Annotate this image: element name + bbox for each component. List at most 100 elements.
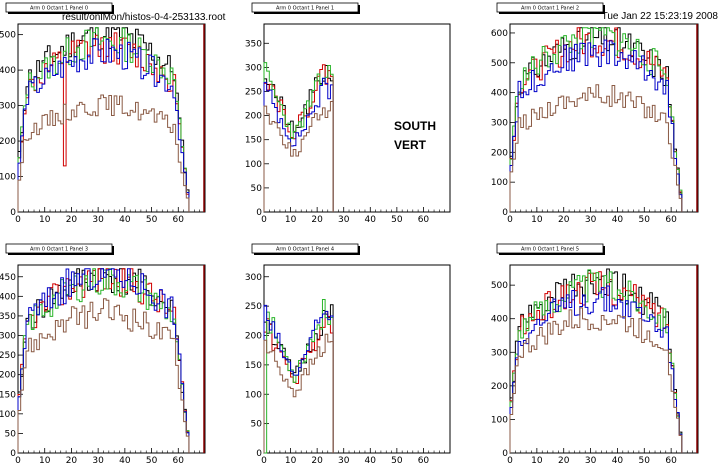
plot-frame bbox=[263, 264, 451, 454]
y-tick-label: 300 bbox=[0, 332, 16, 342]
x-tick-label: 20 bbox=[558, 215, 570, 225]
y-tick-label: 0 bbox=[256, 449, 262, 459]
histogram-series-brown bbox=[509, 307, 683, 453]
y-tick-label: 500 bbox=[491, 281, 508, 291]
title-box-frame bbox=[496, 243, 604, 254]
y-tick-label: 200 bbox=[491, 148, 508, 158]
histogram-series-blue bbox=[263, 77, 334, 212]
plot-frame bbox=[17, 264, 206, 454]
file-path-header: result/onlMon/histos-0-4-253133.root bbox=[62, 12, 226, 23]
title-box-frame bbox=[251, 2, 359, 13]
histogram-series-blue bbox=[509, 39, 683, 212]
x-tick-label: 60 bbox=[665, 215, 677, 225]
histogram-series-brown bbox=[263, 333, 334, 453]
x-tick-label: 60 bbox=[173, 456, 185, 464]
x-tick-label: 10 bbox=[285, 215, 297, 225]
histogram-panel: Arm 0 Octant 1 Panel 3 0 10 20 30 40 50 60 0 50 10… bbox=[0, 243, 206, 464]
y-tick-label: 50 bbox=[251, 420, 263, 430]
y-tick-label: 0 bbox=[10, 449, 16, 459]
y-tick-label: 350 bbox=[245, 39, 262, 49]
title-box-frame bbox=[5, 2, 113, 13]
y-tick-label: 100 bbox=[0, 410, 16, 420]
y-tick-label: 500 bbox=[491, 59, 508, 69]
histogram-pads: Arm 0 Octant 1 Panel 00 10 20 30 40 50 6001002… bbox=[0, 2, 699, 464]
x-tick-label: 0 bbox=[507, 215, 513, 225]
histogram-series-green bbox=[509, 27, 683, 212]
histogram-panel: Arm 0 Octant 1 Panel 1 0 10 20 30 40 50 60 0 50 10… bbox=[245, 2, 451, 225]
x-tick-label: 40 bbox=[612, 215, 624, 225]
panel-title-box: Arm 0 Octant 1 Panel 0 bbox=[5, 2, 114, 14]
title-box-frame bbox=[251, 243, 359, 254]
y-tick-label: 300 bbox=[491, 118, 508, 128]
y-tick-label: 200 bbox=[245, 112, 262, 122]
y-tick-label: 350 bbox=[0, 312, 16, 322]
histogram-series-green bbox=[17, 27, 190, 212]
histogram-panel: Arm 0 Octant 1 Panel 4 0 10 20 30 40 50 60 0 50 10… bbox=[245, 243, 451, 464]
y-tick-label: 250 bbox=[245, 302, 262, 312]
x-tick-label: 60 bbox=[418, 456, 430, 464]
y-tick-label: 50 bbox=[251, 184, 263, 194]
x-tick-label: 0 bbox=[15, 215, 21, 225]
panel-title: Arm 0 Octant 1 Panel 1 bbox=[276, 5, 334, 11]
panel-title: Arm 0 Octant 1 Panel 2 bbox=[521, 5, 579, 11]
histogram-panel: Arm 0 Octant 1 Panel 5 0 10 20 30 40 50 60 0 100 2… bbox=[491, 243, 699, 464]
y-tick-label: 0 bbox=[502, 449, 508, 459]
panel-title-box: Arm 0 Octant 1 Panel 3 bbox=[5, 243, 114, 255]
side-label: SOUTH bbox=[394, 119, 436, 133]
histogram-series-blue bbox=[17, 268, 190, 453]
y-tick-label: 200 bbox=[0, 371, 16, 381]
y-tick-label: 400 bbox=[0, 292, 16, 302]
plot-frame bbox=[509, 23, 699, 213]
y-tick-label: 100 bbox=[491, 415, 508, 425]
y-tick-label: 100 bbox=[0, 173, 16, 183]
x-tick-label: 60 bbox=[665, 456, 677, 464]
histogram-series-brown bbox=[263, 101, 334, 212]
y-tick-label: 150 bbox=[245, 361, 262, 371]
x-tick-label: 30 bbox=[585, 456, 597, 464]
panel-title-box: Arm 0 Octant 1 Panel 4 bbox=[251, 243, 360, 255]
y-tick-label: 0 bbox=[10, 208, 16, 218]
histogram-series-red bbox=[17, 32, 190, 212]
plot-frame bbox=[263, 23, 451, 213]
x-tick-label: 20 bbox=[66, 456, 78, 464]
histogram-series-brown bbox=[17, 94, 190, 212]
y-tick-label: 450 bbox=[0, 273, 16, 283]
histogram-series-brown bbox=[509, 84, 683, 212]
x-tick-label: 30 bbox=[338, 456, 350, 464]
histogram-series-black bbox=[509, 268, 683, 453]
x-tick-label: 40 bbox=[119, 456, 131, 464]
x-tick-label: 20 bbox=[311, 456, 323, 464]
x-tick-label: 10 bbox=[39, 215, 51, 225]
x-tick-label: 20 bbox=[558, 456, 570, 464]
timestamp: Tue Jan 22 15:23:19 2008 bbox=[602, 11, 719, 22]
histogram-series-blue bbox=[17, 38, 190, 212]
y-tick-label: 200 bbox=[491, 382, 508, 392]
histogram-series-red bbox=[17, 268, 190, 453]
x-tick-label: 50 bbox=[391, 215, 403, 225]
y-tick-label: 50 bbox=[5, 429, 17, 439]
x-tick-label: 10 bbox=[39, 456, 51, 464]
plot-frame bbox=[509, 264, 699, 454]
x-tick-label: 30 bbox=[585, 215, 597, 225]
y-tick-label: 250 bbox=[0, 351, 16, 361]
x-tick-label: 50 bbox=[146, 215, 158, 225]
histogram-series-brown bbox=[17, 298, 190, 453]
title-box-frame bbox=[5, 243, 113, 254]
y-tick-label: 300 bbox=[245, 63, 262, 73]
x-tick-label: 0 bbox=[507, 456, 513, 464]
y-tick-label: 300 bbox=[245, 273, 262, 283]
x-tick-label: 50 bbox=[391, 456, 403, 464]
y-tick-label: 150 bbox=[245, 136, 262, 146]
x-tick-label: 10 bbox=[531, 215, 543, 225]
x-tick-label: 20 bbox=[66, 215, 78, 225]
histogram-series-red bbox=[509, 271, 683, 453]
histogram-series-blue bbox=[509, 285, 683, 453]
y-tick-label: 400 bbox=[491, 315, 508, 325]
x-tick-label: 0 bbox=[261, 456, 267, 464]
histogram-panel: Arm 0 Octant 1 Panel 20 10 20 30 40 50 6001002… bbox=[491, 2, 699, 225]
y-tick-label: 400 bbox=[491, 89, 508, 99]
x-tick-label: 40 bbox=[612, 456, 624, 464]
x-tick-label: 10 bbox=[531, 456, 543, 464]
y-tick-label: 400 bbox=[0, 66, 16, 76]
x-tick-label: 40 bbox=[365, 456, 377, 464]
